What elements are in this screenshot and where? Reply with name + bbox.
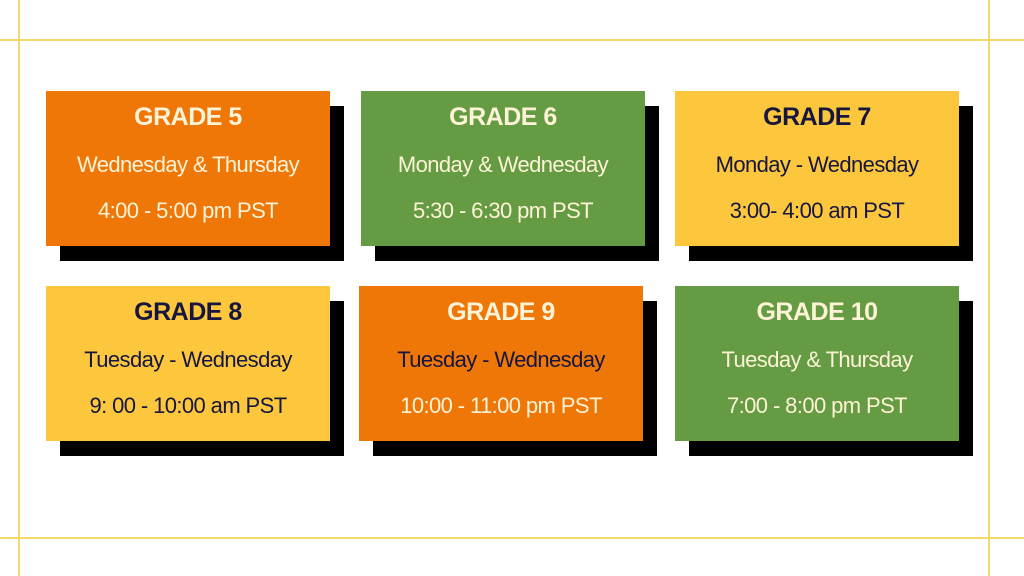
grade-days: Tuesday & Thursday (721, 347, 914, 372)
grade-card: GRADE 10 Tuesday & Thursday 7:00 - 8:00 … (675, 286, 959, 441)
grade-card: GRADE 9 Tuesday - Wednesday 10:00 - 11:0… (359, 286, 643, 441)
grade-title: GRADE 8 (134, 298, 242, 326)
grade-time: 7:00 - 8:00 pm PST (727, 393, 908, 418)
grade-title: GRADE 6 (449, 103, 557, 131)
grade-time: 5:30 - 6:30 pm PST (413, 198, 594, 223)
grade-days: Tuesday - Wednesday (397, 347, 605, 372)
grade-title: GRADE 9 (447, 298, 555, 326)
grade-title: GRADE 10 (756, 298, 878, 326)
grade-time: 3:00- 4:00 am PST (729, 198, 905, 223)
left-border-line (18, 0, 20, 576)
bottom-border-line (0, 537, 1024, 539)
grade-card: GRADE 8 Tuesday - Wednesday 9: 00 - 10:0… (46, 286, 330, 441)
grade-time: 9: 00 - 10:00 am PST (89, 393, 287, 418)
grade-card: GRADE 5 Wednesday & Thursday 4:00 - 5:00… (46, 91, 330, 246)
grade-days: Monday & Wednesday (397, 152, 609, 177)
right-border-line (988, 0, 990, 576)
grade-days: Tuesday - Wednesday (84, 347, 292, 372)
grade-title: GRADE 5 (134, 103, 242, 131)
grade-card: GRADE 7 Monday - Wednesday 3:00- 4:00 am… (675, 91, 959, 246)
top-border-line (0, 39, 1024, 41)
grade-card: GRADE 6 Monday & Wednesday 5:30 - 6:30 p… (361, 91, 645, 246)
grade-time: 4:00 - 5:00 pm PST (98, 198, 279, 223)
grade-days: Wednesday & Thursday (77, 152, 300, 177)
grade-title: GRADE 7 (763, 103, 871, 131)
grade-time: 10:00 - 11:00 pm PST (400, 393, 602, 418)
grade-days: Monday - Wednesday (715, 152, 919, 177)
